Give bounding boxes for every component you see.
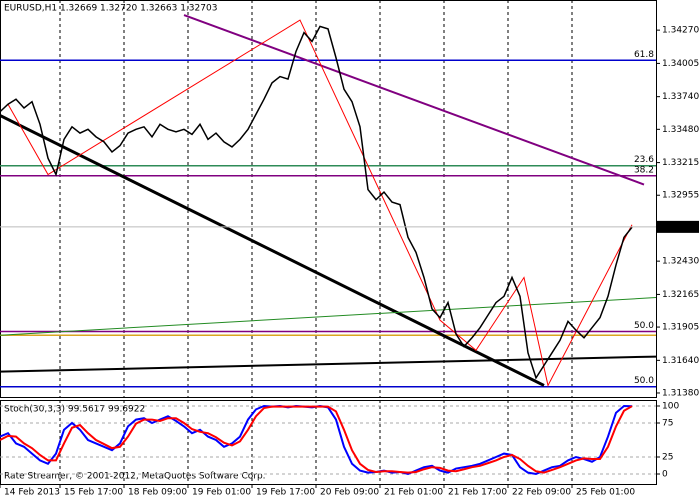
x-tick-label: 14 Feb 2013	[4, 488, 60, 498]
trend-line	[7, 19, 633, 387]
y-tick-label: 25	[662, 452, 673, 462]
y-tick-label: 1.34270	[662, 26, 699, 36]
x-tick-label: 19 Feb 17:00	[256, 488, 315, 498]
x-tick-label: 21 Feb 01:00	[384, 488, 443, 498]
y-tick-label: 75	[662, 418, 673, 428]
y-tick-label: 1.31380	[662, 388, 699, 398]
current-price-box	[657, 220, 699, 233]
x-tick-label: 25 Feb 01:00	[576, 488, 635, 498]
y-tick-label: 1.33480	[662, 125, 699, 135]
fibo-label: 23.6	[634, 155, 654, 165]
trend-line	[0, 355, 657, 373]
fibo-label: 38.2	[634, 165, 654, 175]
y-tick-label: 1.32955	[662, 191, 699, 201]
y-tick-label: 1.33740	[662, 92, 699, 102]
current-price-label: 1.32703	[660, 222, 697, 232]
y-tick-label: 100	[662, 401, 679, 411]
fibo-label: 50.0	[634, 321, 654, 331]
x-tick-label: 19 Feb 01:00	[192, 488, 251, 498]
trend-line	[0, 297, 657, 336]
x-tick-label: 18 Feb 09:00	[128, 488, 187, 498]
x-tick-label: 15 Feb 17:00	[64, 488, 123, 498]
y-tick-label: 1.31640	[662, 356, 699, 366]
y-tick-label: 1.31905	[662, 323, 699, 333]
trend-line	[0, 114, 545, 387]
fibo-label: 50.0	[634, 376, 654, 386]
y-tick-label: 1.32165	[662, 290, 699, 300]
chart-title: EURUSD,H1 1.32669 1.32720 1.32663 1.3270…	[4, 4, 217, 14]
trend-line	[183, 14, 645, 186]
indicator-title: Stoch(30,3,3) 99.5617 99.6922	[4, 405, 145, 415]
x-tick-label: 21 Feb 17:00	[448, 488, 507, 498]
x-tick-label: 22 Feb 09:00	[512, 488, 571, 498]
y-tick-label: 1.32430	[662, 257, 699, 267]
series-line	[0, 405, 633, 474]
x-tick-label: 20 Feb 09:00	[320, 488, 379, 498]
y-tick-label: 0	[662, 470, 668, 480]
y-tick-label: 1.34005	[662, 59, 699, 69]
y-tick-label: 1.33215	[662, 158, 699, 168]
footer: Rate Streamer, © 2001-2012, MetaQuotes S…	[4, 472, 266, 482]
fibo-label: 61.8	[634, 50, 654, 60]
series-line	[0, 25, 633, 380]
